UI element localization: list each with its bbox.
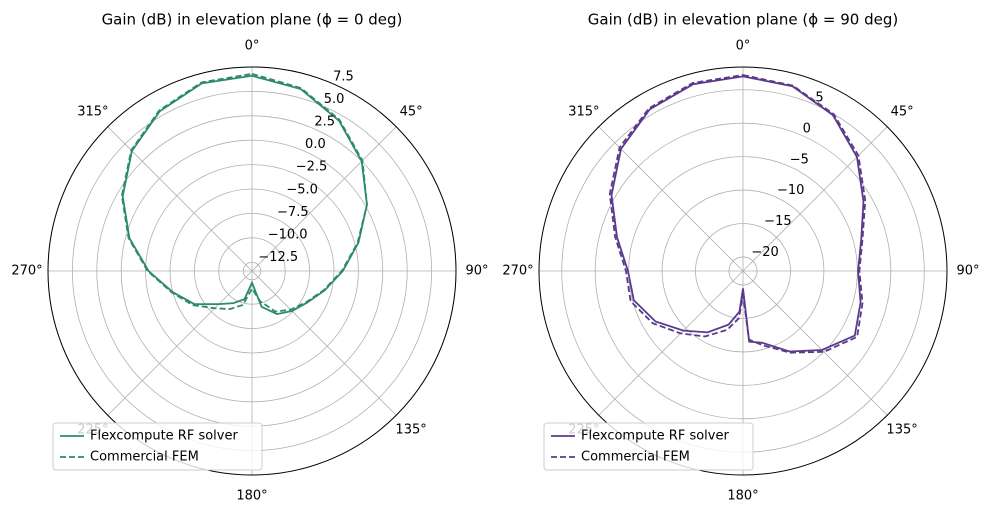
chart-title: Gain (dB) in elevation plane (ϕ = 0 deg) bbox=[102, 11, 403, 29]
legend: Flexcompute RF solver Commercial FEM bbox=[543, 422, 754, 471]
polar-frame bbox=[538, 66, 948, 476]
r-tick-label: −15 bbox=[764, 214, 791, 229]
r-tick-label: −2.5 bbox=[296, 160, 328, 175]
theta-tick-label: 135° bbox=[395, 423, 426, 438]
theta-tick-label: 90° bbox=[465, 264, 488, 279]
theta-tick-label: 270° bbox=[502, 264, 533, 279]
theta-grid-line bbox=[251, 270, 397, 416]
theta-grid-line bbox=[251, 126, 397, 272]
theta-grid-line bbox=[742, 270, 888, 416]
r-grid-ring bbox=[120, 139, 384, 403]
chart-title: Gain (dB) in elevation plane (ϕ = 90 deg… bbox=[588, 11, 898, 29]
r-tick-label: −10 bbox=[777, 183, 804, 198]
legend-box bbox=[543, 422, 754, 471]
r-tick-label: 7.5 bbox=[333, 70, 354, 85]
theta-tick-label: 270° bbox=[11, 264, 42, 279]
legend-label: Commercial FEM bbox=[581, 450, 690, 465]
r-tick-label: −12.5 bbox=[258, 250, 298, 265]
theta-tick-label: 90° bbox=[956, 264, 979, 279]
polar-chart: Gain (dB) in elevation plane (ϕ = 90 deg… bbox=[502, 11, 979, 504]
r-grid-ring bbox=[728, 256, 758, 286]
theta-grid-line bbox=[107, 126, 253, 272]
polar-frame bbox=[47, 66, 457, 476]
theta-tick-label: 180° bbox=[236, 489, 267, 504]
series-line bbox=[608, 74, 867, 354]
theta-tick-label: 180° bbox=[727, 489, 758, 504]
r-grid-ring bbox=[145, 164, 359, 378]
r-tick-label: 5.0 bbox=[324, 92, 345, 107]
legend-label: Flexcompute RF solver bbox=[90, 429, 238, 444]
r-grid-ring bbox=[194, 213, 310, 329]
r-tick-label: −10.0 bbox=[268, 227, 308, 242]
r-tick-label: −5 bbox=[790, 152, 809, 167]
series-line bbox=[120, 72, 368, 313]
theta-grid-line bbox=[598, 270, 744, 416]
theta-tick-label: 0° bbox=[245, 39, 260, 54]
theta-tick-label: 45° bbox=[400, 104, 423, 119]
legend-box bbox=[52, 422, 263, 471]
series-line bbox=[610, 75, 865, 353]
theta-tick-label: 315° bbox=[568, 104, 599, 119]
legend: Flexcompute RF solver Commercial FEM bbox=[52, 422, 263, 471]
theta-grid-line bbox=[742, 126, 888, 272]
theta-tick-label: 135° bbox=[886, 423, 917, 438]
r-grid-ring bbox=[594, 122, 892, 420]
legend-label: Commercial FEM bbox=[90, 450, 199, 465]
r-tick-label: −7.5 bbox=[277, 205, 309, 220]
theta-tick-label: 315° bbox=[77, 104, 108, 119]
theta-grid-line bbox=[107, 270, 253, 416]
r-tick-label: −20 bbox=[751, 245, 778, 260]
r-grid-ring bbox=[218, 237, 286, 305]
r-grid-ring bbox=[169, 188, 335, 354]
theta-tick-label: 0° bbox=[736, 39, 751, 54]
theta-grid-line bbox=[598, 126, 744, 272]
polar-chart: Gain (dB) in elevation plane (ϕ = 0 deg)… bbox=[11, 11, 488, 504]
theta-tick-label: 45° bbox=[891, 104, 914, 119]
r-tick-label: 5 bbox=[815, 91, 823, 106]
r-grid-ring bbox=[661, 189, 825, 353]
r-grid-ring bbox=[242, 261, 262, 281]
legend-label: Flexcompute RF solver bbox=[581, 429, 729, 444]
r-tick-label: 0.0 bbox=[305, 137, 326, 152]
r-tick-label: 2.5 bbox=[314, 115, 335, 130]
r-tick-label: 0 bbox=[803, 121, 811, 136]
r-grid-ring bbox=[695, 223, 791, 319]
r-tick-label: −5.0 bbox=[286, 182, 318, 197]
